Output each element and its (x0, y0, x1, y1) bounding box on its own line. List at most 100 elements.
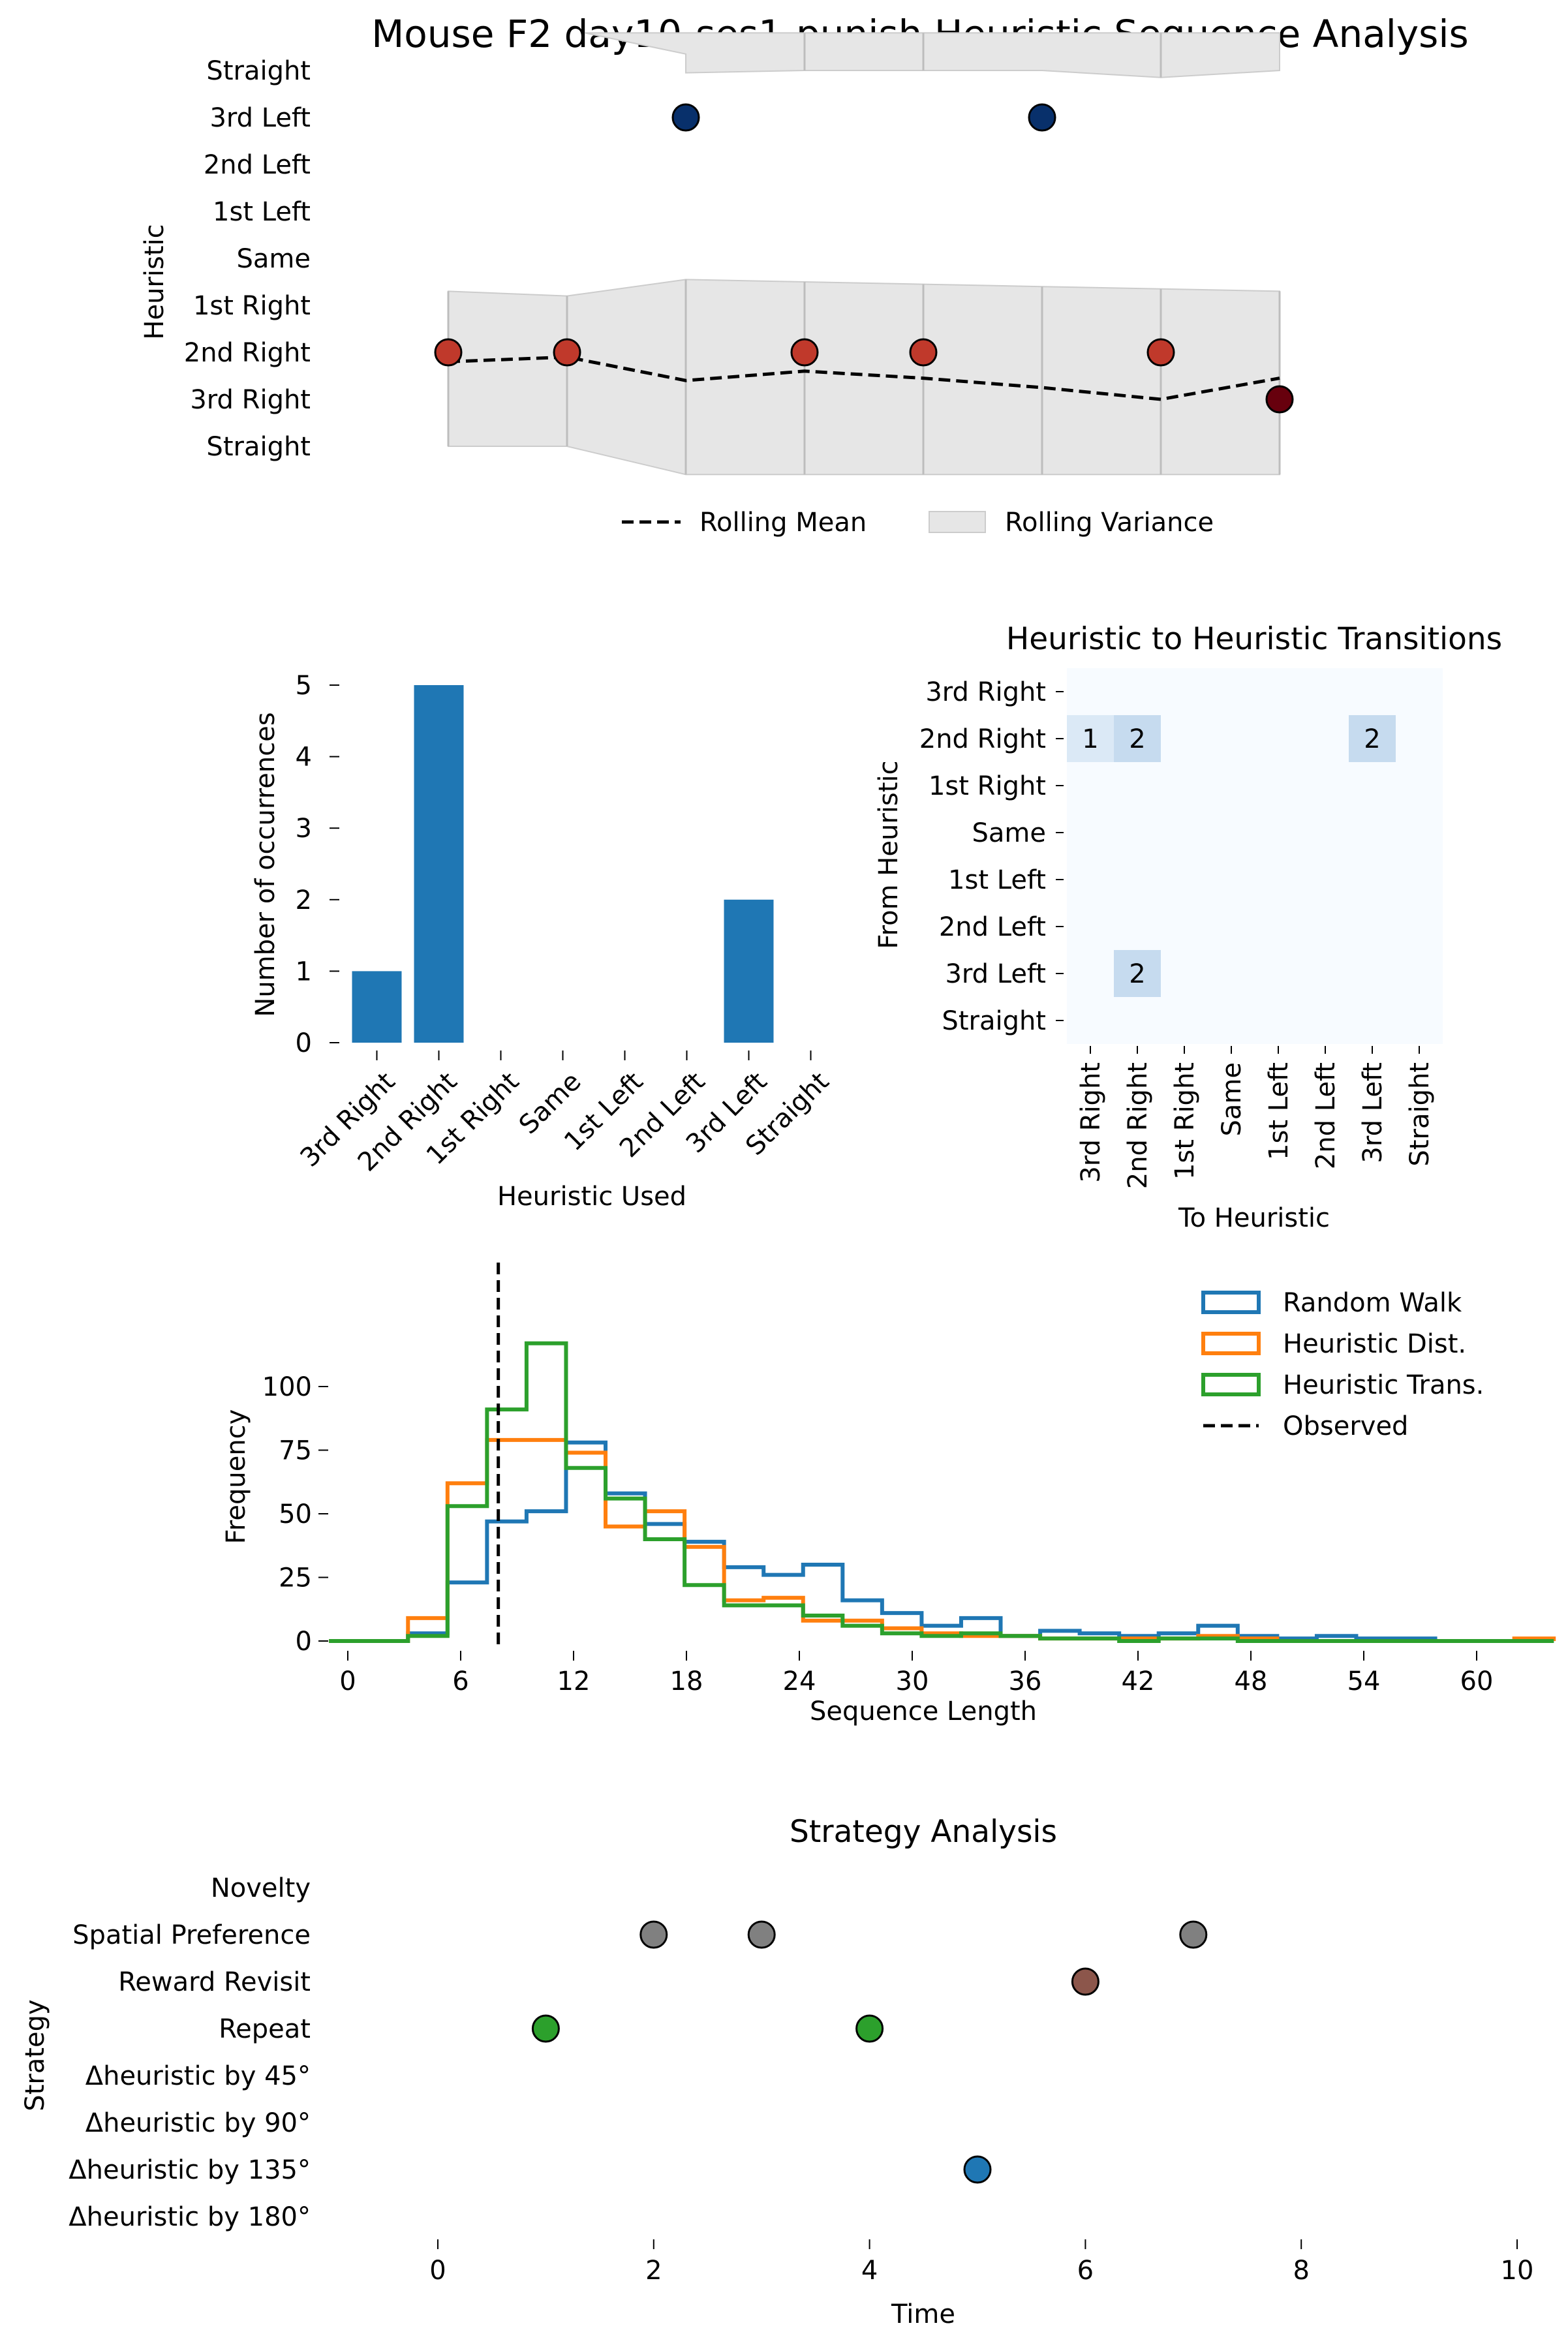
heatmap-xlabel: To Heuristic (1178, 1203, 1330, 1233)
heatmap-xtick-label: 1st Right (1170, 1062, 1200, 1180)
heatmap-ytick-label: 3rd Right (925, 677, 1046, 707)
strategy-xtick-label: 10 (1501, 2256, 1534, 2286)
hist-xtick-label: 24 (783, 1666, 816, 1696)
hist-xtick-label: 30 (896, 1666, 929, 1696)
transition-heatmap: 1 2 2 2 3rd Right 2nd Right 1st Right Same 1st L… (874, 621, 1502, 1233)
bar-ytick-label: 2 (296, 885, 312, 915)
bar-ytick-label: 4 (296, 743, 312, 773)
bar (724, 899, 774, 1043)
strategy-ytick-label: Δheuristic by 90° (85, 2108, 311, 2138)
heatmap-cell (1114, 715, 1161, 762)
strategy-point (747, 1920, 776, 1949)
strategy-point (855, 2014, 884, 2043)
sequence-point (1146, 338, 1175, 367)
sequence-ytick-label: 2nd Right (184, 338, 311, 368)
sequence-ytick-label: Straight (206, 432, 311, 462)
heatmap-cell-value: 1 (1082, 724, 1098, 754)
strategy-plot: Novelty Spatial Preference Reward Revisit R… (20, 1814, 1533, 2329)
hist-legend-swatch (1201, 1373, 1261, 1396)
histogram-series-line (329, 1440, 1554, 1643)
hist-xtick-label: 48 (1235, 1666, 1268, 1696)
heatmap-cell (1114, 950, 1161, 997)
bar (414, 685, 464, 1043)
heatmap-xtick-label: Straight (1405, 1062, 1435, 1167)
hist-legend-label: Random Walk (1283, 1288, 1462, 1318)
sequence-ytick-label: Straight (206, 56, 311, 86)
strategy-xtick-label: 8 (1293, 2256, 1309, 2286)
bar-ytick-label: 3 (296, 814, 312, 844)
strategy-xtick-label: 2 (645, 2256, 662, 2286)
hist-ylabel: Frequency (221, 1409, 251, 1544)
heatmap-ytick-label: 2nd Right (919, 724, 1046, 754)
sequence-point (790, 338, 819, 367)
hist-legend-label: Heuristic Trans. (1283, 1370, 1484, 1400)
hist-xlabel: Sequence Length (810, 1696, 1037, 1726)
strategy-ytick-label: Spatial Preference (72, 1920, 311, 1950)
strategy-ytick-label: Δheuristic by 45° (85, 2061, 311, 2091)
heatmap-title: Heuristic to Heuristic Transitions (1006, 621, 1502, 657)
hist-legend-label: Observed (1283, 1411, 1408, 1441)
hist-xtick-label: 54 (1347, 1666, 1381, 1696)
sequence-plot: Straight 3rd Right 2nd Right 1st Right Same 1… (140, 32, 1294, 538)
strategy-point (639, 1920, 668, 1949)
strategy-ytick-label: Repeat (219, 2014, 311, 2044)
hist-xtick-label: 60 (1460, 1666, 1494, 1696)
bar-xlabel: Heuristic Used (497, 1182, 686, 1212)
bar-ytick-label: 1 (296, 957, 312, 987)
strategy-xlabel: Time (891, 2299, 955, 2329)
sequence-point (671, 103, 700, 132)
heatmap-xtick-label: 1st Left (1264, 1062, 1294, 1160)
histogram-series-line (329, 1341, 1554, 1643)
hist-xtick-label: 18 (670, 1666, 703, 1696)
strategy-xtick-label: 6 (1077, 2256, 1094, 2286)
histogram-chart: 0 6 12 18 24 30 36 42 48 54 60 0 25 50 75 100 Sequence L… (221, 1263, 1556, 1726)
strategy-title: Strategy Analysis (790, 1814, 1057, 1850)
legend-rolling-variance-label: Rolling Variance (1005, 508, 1214, 538)
sequence-point (434, 338, 463, 367)
heatmap-ylabel: From Heuristic (874, 760, 904, 949)
heatmap-xtick-label: Same (1217, 1062, 1247, 1136)
rolling-mean-line (448, 355, 1280, 401)
bar-ylabel: Number of occurrences (251, 712, 281, 1017)
bar-ytick-label: 0 (296, 1028, 312, 1058)
hist-xtick-label: 42 (1122, 1666, 1155, 1696)
sequence-point (909, 338, 938, 367)
sequence-ytick-label: 3rd Left (209, 103, 311, 133)
strategy-ytick-label: Δheuristic by 180° (69, 2202, 311, 2232)
heatmap-ytick-label: Straight (942, 1006, 1046, 1036)
sequence-ytick-label: 1st Right (193, 291, 311, 321)
bar (352, 971, 402, 1043)
heatmap-ytick-label: Same (972, 818, 1046, 848)
heatmap-ytick-label: 3rd Left (945, 959, 1046, 989)
legend-rolling-mean-label: Rolling Mean (699, 508, 867, 538)
heatmap-ytick-label: 1st Left (948, 865, 1046, 895)
hist-legend-swatch (1201, 1291, 1261, 1314)
hist-legend-swatch (1201, 1332, 1261, 1355)
heatmap-xtick-label: 2nd Right (1123, 1062, 1153, 1189)
hist-xtick-label: 12 (557, 1666, 591, 1696)
hist-xtick-label: 0 (339, 1666, 356, 1696)
strategy-point (1071, 1967, 1099, 1996)
sequence-ytick-label: Same (237, 244, 311, 274)
sequence-point (553, 338, 581, 367)
hist-ytick-label: 75 (279, 1436, 312, 1466)
heatmap-xtick-label: 3rd Right (1076, 1062, 1106, 1183)
hist-xtick-label: 36 (1009, 1666, 1042, 1696)
variance-band-lower (448, 279, 1280, 476)
heatmap-cell-value: 2 (1129, 959, 1145, 989)
legend-rolling-variance-swatch (929, 511, 986, 533)
heatmap-xtick-label: 2nd Left (1311, 1062, 1341, 1169)
hist-ytick-label: 0 (296, 1627, 312, 1657)
sequence-ytick-label: 1st Left (213, 197, 311, 227)
bar-ytick-label: 5 (296, 671, 312, 701)
strategy-ytick-label: Novelty (211, 1873, 311, 1903)
heatmap-xtick-label: 3rd Left (1358, 1062, 1388, 1163)
strategy-ytick-label: Δheuristic by 135° (69, 2155, 311, 2185)
strategy-point (963, 2155, 992, 2184)
heatmap-cell (1349, 715, 1396, 762)
sequence-ylabel: Heuristic (140, 224, 170, 339)
strategy-xtick-label: 0 (429, 2256, 446, 2286)
sequence-point (1265, 385, 1294, 414)
heatmap-cell (1067, 715, 1114, 762)
strategy-xtick-label: 4 (861, 2256, 878, 2286)
